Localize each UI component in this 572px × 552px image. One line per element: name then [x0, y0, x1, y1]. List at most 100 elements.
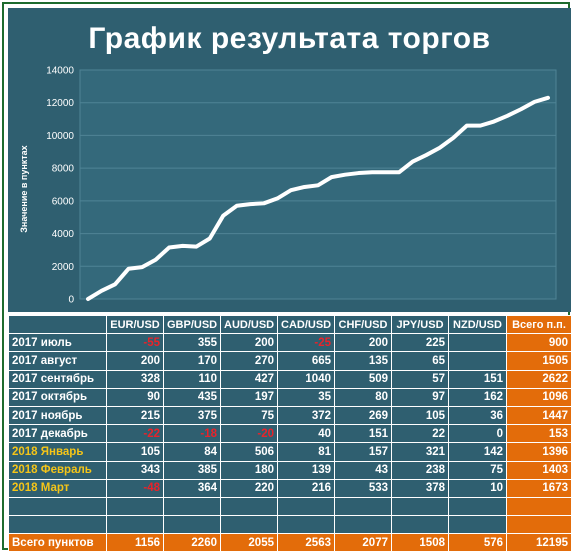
table-cell: 197 [220, 387, 278, 407]
table-cell: -55 [106, 333, 164, 353]
table-cell [334, 515, 392, 535]
table-cell: 1508 [391, 533, 449, 552]
table-cell: 328 [106, 369, 164, 389]
table-row: 2017 август 200 170 270 665 135 65 1505 [8, 351, 572, 371]
table-row: 2017 декабрь -22 -18 -20 40 151 22 0 153 [8, 424, 572, 444]
table-cell: 2077 [334, 533, 392, 552]
data-point [330, 175, 334, 179]
table-row: 2017 октябрь 90 435 197 35 80 97 162 1096 [8, 387, 572, 407]
data-point [343, 173, 347, 177]
y-tick-label: 6000 [52, 196, 75, 207]
table-cell [391, 496, 449, 517]
table-cell: 378 [391, 478, 449, 498]
empty-row [8, 515, 572, 535]
table-cell: 200 [334, 333, 392, 353]
data-point [397, 170, 401, 174]
table-cell: 110 [163, 369, 221, 389]
data-point [424, 153, 428, 157]
column-header: AUD/USD [220, 314, 278, 335]
data-point [289, 188, 293, 192]
table-cell: -18 [163, 424, 221, 444]
table-cell: 43 [334, 460, 392, 480]
column-header: GBP/USD [163, 314, 221, 335]
data-point [194, 245, 198, 249]
data-point [370, 170, 374, 174]
data-point [451, 136, 455, 140]
table-cell [277, 496, 335, 517]
table-cell [448, 333, 507, 353]
table-cell: 509 [334, 369, 392, 389]
table-cell: -22 [106, 424, 164, 444]
table-cell: 2260 [163, 533, 221, 552]
table-cell: 200 [106, 351, 164, 371]
table-cell: 200 [220, 333, 278, 353]
row-total-cell: 1447 [506, 405, 572, 426]
data-point [208, 236, 212, 240]
y-tick-label: 10000 [46, 131, 74, 142]
table-cell: 343 [106, 460, 164, 480]
row-total-cell: 1673 [506, 478, 572, 498]
column-header: CAD/USD [277, 314, 335, 335]
row-label [8, 496, 107, 517]
table-cell [448, 351, 507, 371]
table-cell: 269 [334, 405, 392, 426]
table-cell: 65 [391, 351, 449, 371]
y-tick-labels: 0 2000 4000 6000 8000 10000 12000 14000 [46, 66, 74, 306]
table-cell [220, 496, 278, 517]
data-point [140, 265, 144, 269]
data-point [532, 100, 536, 104]
results-table: EUR/USD GBP/USD AUD/USD CAD/USD CHF/USD JPY/U… [8, 314, 572, 552]
table-cell [391, 515, 449, 535]
table-cell: 506 [220, 442, 278, 462]
table-cell: 1156 [106, 533, 164, 552]
data-point [167, 245, 171, 249]
data-point [248, 202, 252, 206]
row-label: 2017 декабрь [8, 424, 107, 444]
table-cell [448, 515, 507, 535]
table-cell: 225 [391, 333, 449, 353]
table-cell: 372 [277, 405, 335, 426]
row-total-cell: 1096 [506, 387, 572, 407]
table-cell: 40 [277, 424, 335, 444]
table-cell: 375 [163, 405, 221, 426]
data-point [519, 107, 523, 111]
y-tick-label: 4000 [52, 229, 75, 240]
table-cell: 97 [391, 387, 449, 407]
row-total-cell [506, 496, 572, 517]
table-cell: 35 [277, 387, 335, 407]
table-cell: 36 [448, 405, 507, 426]
table-row: 2017 ноябрь 215 375 75 372 269 105 36 1447 [8, 405, 572, 426]
series-lines [86, 95, 550, 301]
table-header-row: EUR/USD GBP/USD AUD/USD CAD/USD CHF/USD JPY/U… [8, 314, 572, 335]
data-point [302, 185, 306, 189]
row-total-cell: 900 [506, 333, 572, 353]
data-point [100, 289, 104, 293]
data-point [235, 204, 239, 208]
table-cell: 385 [163, 460, 221, 480]
table-cell: 665 [277, 351, 335, 371]
table-cell: 80 [334, 387, 392, 407]
table-cell: 22 [391, 424, 449, 444]
table-cell: 151 [448, 369, 507, 389]
data-point [113, 282, 117, 286]
table-cell: 90 [106, 387, 164, 407]
table-cell: 105 [391, 405, 449, 426]
line-chart: 0 2000 4000 6000 8000 10000 12000 14000 [46, 66, 557, 306]
data-point [438, 146, 442, 150]
table-cell: 215 [106, 405, 164, 426]
table-cell [220, 515, 278, 535]
table-cell [106, 496, 164, 517]
table-cell: 533 [334, 478, 392, 498]
data-point [181, 244, 185, 248]
header-corner [8, 314, 107, 335]
data-point [505, 114, 509, 118]
table-cell: 355 [163, 333, 221, 353]
table-row: 2017 июль -55 355 200 -25 200 225 900 [8, 333, 572, 353]
column-header: Всего п.п. [506, 314, 572, 335]
table-cell: 142 [448, 442, 507, 462]
row-total-cell: 12195 [506, 533, 572, 552]
row-label: 2017 сентябрь [8, 369, 107, 389]
row-total-cell: 1403 [506, 460, 572, 480]
data-point [546, 96, 550, 100]
table-cell: 0 [448, 424, 507, 444]
